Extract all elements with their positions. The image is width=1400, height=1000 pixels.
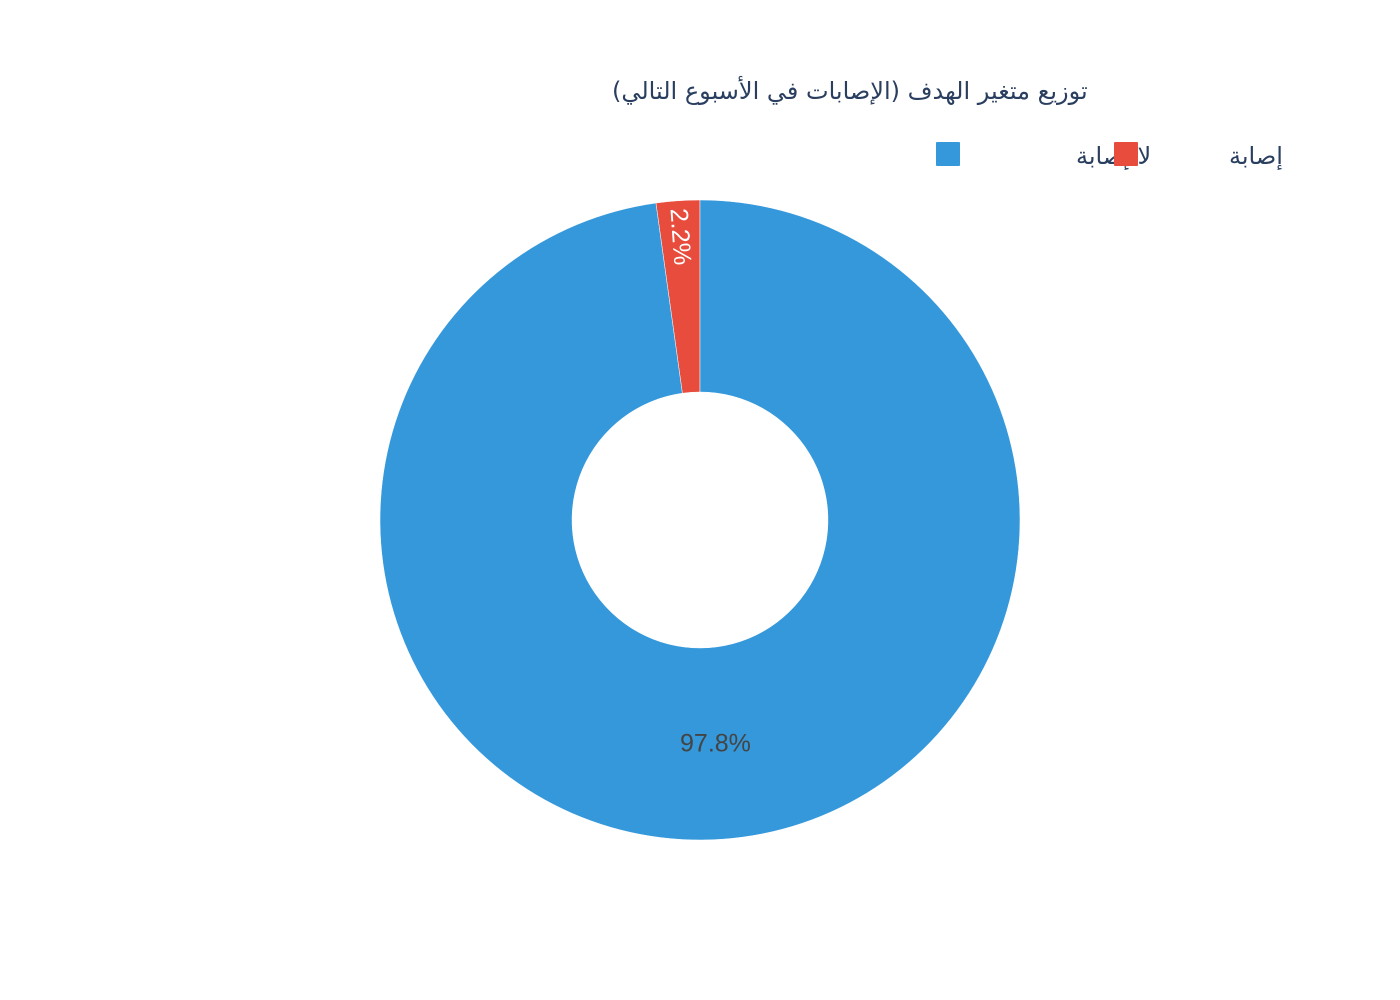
legend-label-no-injury: لا إصابة [1076, 142, 1151, 171]
legend: لا إصابة إصابة [936, 142, 1283, 171]
donut-slice-label-0: 2.2% [664, 207, 696, 266]
donut-slices [379, 199, 1021, 841]
legend-item-injury[interactable]: إصابة [1114, 142, 1283, 171]
chart-title: توزيع متغير الهدف (الإصابات في الأسبوع ا… [612, 76, 1088, 105]
donut-slice-label-1: 97.8% [680, 729, 751, 757]
donut-slice-1[interactable] [379, 199, 1021, 841]
donut-slice-labels: 2.2% 97.8% [664, 207, 750, 757]
legend-swatch-no-injury [936, 142, 960, 166]
legend-label-injury: إصابة [1229, 142, 1283, 171]
legend-item-no-injury[interactable]: لا إصابة [936, 142, 1151, 171]
legend-swatch-injury [1114, 142, 1138, 166]
